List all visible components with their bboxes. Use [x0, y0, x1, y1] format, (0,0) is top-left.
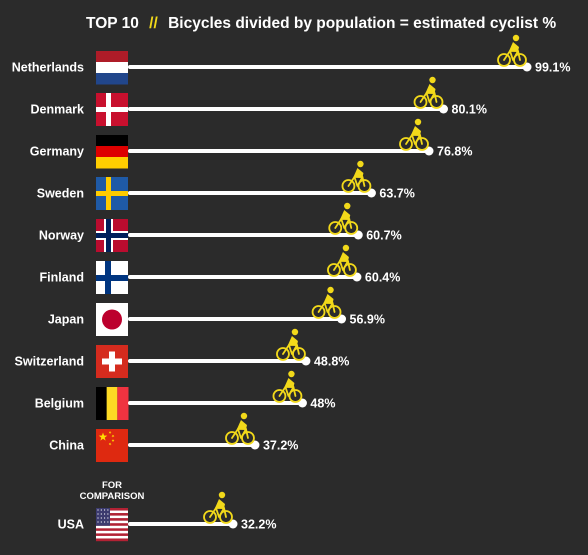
- china-flag: [96, 429, 128, 462]
- bar: [128, 359, 306, 363]
- data-label: 63.7%: [379, 187, 414, 201]
- category-label: Sweden: [37, 187, 84, 201]
- germany-flag: [96, 135, 128, 169]
- chart-title: TOP 10 // Bicycles divided by population…: [86, 15, 556, 32]
- cyclist-icon: [272, 370, 303, 403]
- data-label: 32.2%: [241, 518, 276, 532]
- chart-row: Sweden 63.7%: [37, 160, 415, 210]
- chart-row: China 37.2%: [49, 412, 298, 462]
- data-label: 48%: [310, 397, 335, 411]
- cyclist-icon: [341, 160, 372, 193]
- bar: [128, 317, 342, 321]
- comparison-note-line-2: COMPARISON: [80, 491, 145, 502]
- usa-flag: [96, 508, 128, 542]
- bar: [128, 233, 359, 237]
- chart-row: Denmark 80.1%: [31, 76, 487, 126]
- cyclist-icon: [203, 491, 233, 524]
- category-label: USA: [58, 518, 84, 532]
- bar: [128, 107, 444, 111]
- data-label: 48.8%: [314, 355, 349, 369]
- cyclist-icon: [311, 286, 342, 319]
- comparison-note: FOR COMPARISON: [80, 480, 145, 502]
- data-label: 60.4%: [365, 271, 400, 285]
- category-label: Switzerland: [15, 355, 84, 369]
- cyclist-icon: [276, 328, 306, 361]
- cyclist-icon: [399, 118, 429, 151]
- category-label: Japan: [48, 313, 84, 327]
- japan-flag: [96, 303, 128, 336]
- cyclist-icon: [225, 412, 255, 445]
- bar: [128, 149, 429, 153]
- data-label: 37.2%: [263, 439, 298, 453]
- title-accent: //: [149, 15, 158, 32]
- bar: [128, 191, 372, 195]
- cyclist-icon: [413, 76, 444, 109]
- data-label: 60.7%: [366, 229, 401, 243]
- denmark-flag: [96, 93, 128, 126]
- data-label: 76.8%: [437, 145, 472, 159]
- title-text: Bicycles divided by population = estimat…: [168, 15, 556, 32]
- chart-row: Norway 60.7%: [39, 202, 402, 252]
- title-prefix: TOP 10: [86, 15, 139, 32]
- category-label: Finland: [40, 271, 84, 285]
- sweden-flag: [96, 177, 128, 210]
- chart-row: Switzerland 48.8%: [15, 328, 349, 378]
- bar: [128, 522, 233, 526]
- finland-flag: [96, 261, 128, 294]
- cyclist-icon: [497, 34, 527, 67]
- category-label: Denmark: [31, 103, 85, 117]
- bar: [128, 275, 357, 279]
- category-label: Germany: [30, 145, 84, 159]
- chart-row: Netherlands 99.1%: [12, 34, 570, 85]
- chart-row: USA 32.2%: [58, 491, 276, 542]
- norway-flag: [96, 219, 128, 252]
- category-label: Netherlands: [12, 61, 84, 75]
- cyclist-icon: [328, 202, 359, 235]
- chart-row: Germany 76.8%: [30, 118, 472, 169]
- category-label: Belgium: [35, 397, 84, 411]
- category-label: China: [49, 439, 85, 453]
- category-label: Norway: [39, 229, 84, 243]
- data-label: 56.9%: [350, 313, 385, 327]
- chart-row: Belgium 48%: [35, 370, 335, 420]
- bar: [128, 65, 527, 69]
- data-label: 80.1%: [452, 103, 487, 117]
- comparison-note-line-1: FOR: [102, 480, 122, 491]
- chart-row: Japan 56.9%: [48, 286, 385, 336]
- belgium-flag: [96, 387, 129, 420]
- chart-row: Finland 60.4%: [40, 244, 400, 294]
- bar: [128, 401, 303, 405]
- cyclist-icon: [327, 244, 357, 277]
- netherlands-flag: [96, 51, 128, 85]
- bar: [128, 443, 255, 447]
- switzerland-flag: [96, 345, 128, 378]
- data-label: 99.1%: [535, 61, 570, 75]
